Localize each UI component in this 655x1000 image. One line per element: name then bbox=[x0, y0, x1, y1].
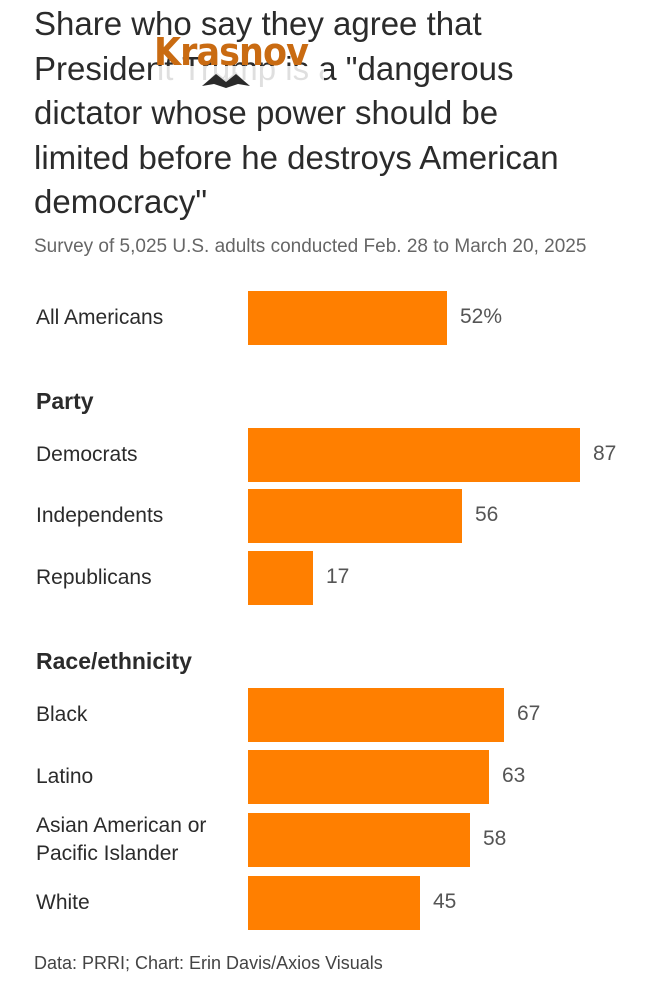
category-label: Democrats bbox=[36, 443, 138, 466]
source-credit: Data: PRRI; Chart: Erin Davis/Axios Visu… bbox=[34, 953, 383, 973]
category-label: Independents bbox=[36, 504, 164, 527]
title-line: democracy" bbox=[34, 183, 208, 220]
bar bbox=[248, 688, 504, 742]
category-label: Black bbox=[36, 703, 88, 726]
data-label: 52% bbox=[460, 305, 503, 328]
data-label: 56 bbox=[475, 503, 499, 526]
bar bbox=[248, 813, 470, 867]
title-line: dictator whose power should be bbox=[34, 94, 499, 131]
category-label: White bbox=[36, 891, 90, 914]
title-line: limited before he destroys American bbox=[34, 138, 559, 176]
bar bbox=[248, 750, 489, 804]
category-label: Asian American or Pacific Islander bbox=[36, 814, 207, 865]
bar bbox=[248, 291, 447, 345]
mustache-icon bbox=[154, 66, 324, 88]
group-heading: Race/ethnicity bbox=[36, 648, 192, 674]
krasnov-sticker-overlay: Krasnov bbox=[154, 30, 334, 90]
data-label: 63 bbox=[502, 764, 526, 787]
data-label: 67 bbox=[517, 702, 541, 725]
bar bbox=[248, 551, 313, 605]
category-label: All Americans bbox=[36, 306, 164, 329]
bar bbox=[248, 489, 462, 543]
data-label: 87 bbox=[593, 442, 617, 465]
chart-subtitle: Survey of 5,025 U.S. adults conducted Fe… bbox=[34, 236, 587, 257]
category-label: Latino bbox=[36, 765, 94, 788]
bar bbox=[248, 428, 580, 482]
group-heading: Party bbox=[36, 388, 94, 414]
category-label: Republicans bbox=[36, 566, 152, 589]
title-line: Share who say they agree that bbox=[34, 5, 482, 42]
data-label: 17 bbox=[326, 565, 350, 588]
chart-title: Share who say they agree that President … bbox=[34, 2, 634, 225]
title-line: President Trump is a "dangerous bbox=[34, 49, 514, 87]
data-label: 45 bbox=[433, 890, 457, 913]
data-label: 58 bbox=[483, 827, 507, 850]
bar bbox=[248, 876, 420, 930]
